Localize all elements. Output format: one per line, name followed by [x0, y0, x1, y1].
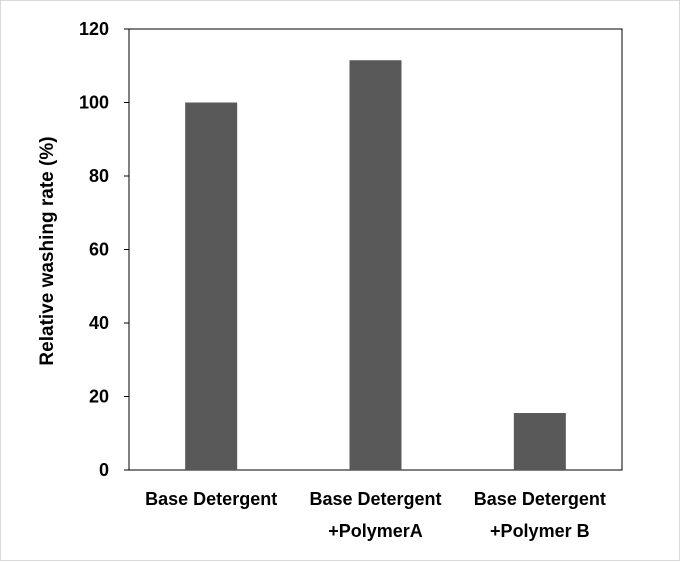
y-tick-label: 100 [79, 93, 109, 113]
x-category-label: Base Detergent [309, 489, 441, 509]
y-ticks-group: 0 20 40 60 80 100 120 [79, 19, 129, 480]
x-category-label: +PolymerA [328, 521, 423, 541]
y-tick-label: 120 [79, 19, 109, 39]
bar [513, 413, 566, 470]
y-tick-label: 80 [89, 166, 109, 186]
y-tick-label: 40 [89, 313, 109, 333]
x-category-label: Base Detergent [474, 489, 606, 509]
y-tick-label: 20 [89, 387, 109, 407]
x-categories-group: Base Detergent Base Detergent +PolymerA Bas… [145, 489, 606, 541]
y-axis-label: Relative washing rate (%) [37, 136, 58, 365]
bar [185, 102, 238, 470]
x-category-label: +Polymer B [490, 521, 590, 541]
y-tick-label: 0 [99, 460, 109, 480]
x-category-label: Base Detergent [145, 489, 277, 509]
y-tick-label: 60 [89, 240, 109, 260]
bar [349, 60, 402, 471]
bars-group [185, 60, 566, 471]
